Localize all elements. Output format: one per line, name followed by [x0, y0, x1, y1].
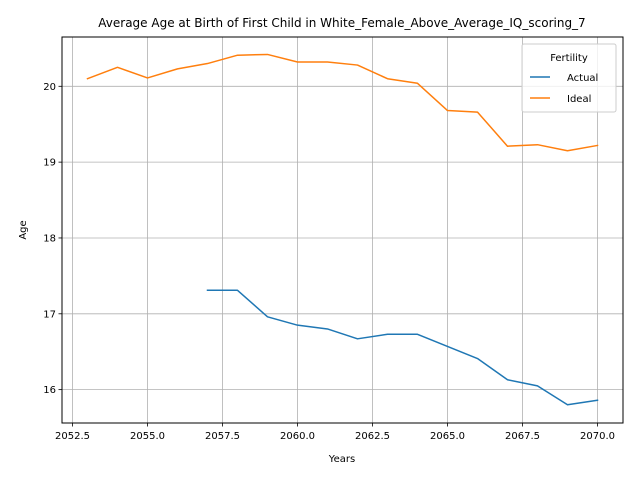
x-tick-label: 2065.0 [430, 431, 465, 442]
series-line-ideal [86, 53, 599, 152]
legend: Fertility Actual Ideal [521, 43, 617, 113]
y-tick-label: 17 [43, 309, 56, 320]
x-tick-label: 2055.0 [130, 431, 165, 442]
x-tick-label: 2062.5 [355, 431, 390, 442]
series-line-actual [206, 289, 599, 406]
legend-title: Fertility [550, 53, 588, 64]
legend-label-actual: Actual [567, 73, 598, 84]
ticks: 2052.5 2055.0 2057.5 2060.0 2062.5 2065.0 2067… [43, 82, 615, 442]
y-tick-label: 16 [43, 385, 56, 396]
series-layer [86, 53, 599, 406]
x-axis-label: Years [328, 454, 355, 465]
legend-label-ideal: Ideal [567, 94, 591, 105]
y-tick-label: 19 [43, 158, 56, 169]
x-tick-label: 2070.0 [580, 431, 615, 442]
chart-title: Average Age at Birth of First Child in W… [98, 16, 585, 30]
x-tick-label: 2052.5 [55, 431, 90, 442]
y-axis-label: Age [18, 220, 29, 239]
axes-frame [61, 36, 624, 424]
legend-box [521, 43, 617, 113]
x-tick-label: 2057.5 [205, 431, 240, 442]
y-tick-label: 18 [43, 233, 56, 244]
x-tick-label: 2060.0 [280, 431, 315, 442]
x-tick-label: 2067.5 [505, 431, 540, 442]
y-tick-label: 20 [43, 82, 56, 93]
